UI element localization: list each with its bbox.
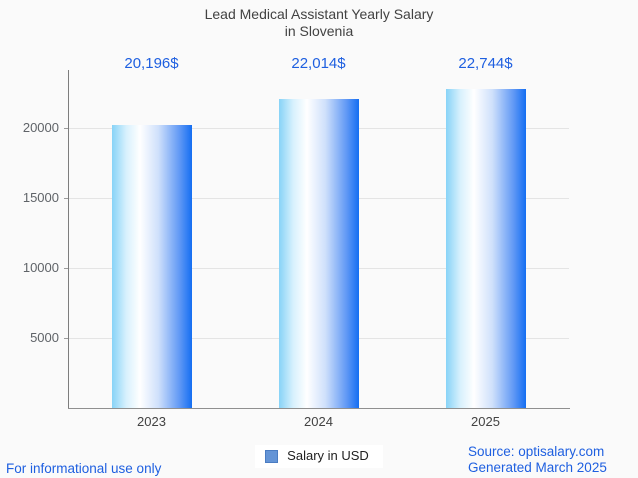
source-attribution: Source: optisalary.com Generated March 2…	[468, 444, 607, 475]
bar-value-label: 22,744$	[458, 55, 513, 72]
disclaimer-text: For informational use only	[6, 461, 162, 476]
chart-title: Lead Medical Assistant Yearly Salary in …	[0, 6, 638, 40]
y-axis-label: 10000	[22, 259, 59, 275]
y-axis-line	[68, 70, 69, 408]
chart-title-line1: Lead Medical Assistant Yearly Salary	[204, 6, 434, 22]
bar-value-label: 20,196$	[124, 55, 179, 72]
generated-line: Generated March 2025	[468, 459, 607, 475]
y-axis-tick	[64, 127, 68, 129]
legend-box: Salary in USD	[255, 445, 383, 468]
chart-legend: Salary in USD	[0, 445, 638, 468]
bar-2023	[111, 124, 192, 408]
y-axis-label: 15000	[22, 189, 59, 205]
y-axis-label: 20000	[22, 119, 59, 135]
bar-2025	[445, 89, 526, 408]
y-axis-tick	[64, 197, 68, 199]
bar-2024	[278, 99, 359, 408]
source-line: Source: optisalary.com	[468, 444, 605, 459]
y-axis-tick	[64, 337, 68, 339]
legend-swatch-icon	[265, 449, 279, 463]
x-axis-line	[68, 408, 570, 409]
x-axis-label: 2023	[137, 414, 166, 429]
y-axis-label: 5000	[30, 329, 59, 345]
bar-value-label: 22,014$	[291, 55, 346, 72]
legend-label: Salary in USD	[287, 448, 369, 463]
chart-title-line2: in Slovenia	[284, 23, 354, 39]
y-axis-tick	[64, 267, 68, 269]
x-axis-label: 2025	[471, 414, 500, 429]
x-axis-label: 2024	[304, 414, 333, 429]
